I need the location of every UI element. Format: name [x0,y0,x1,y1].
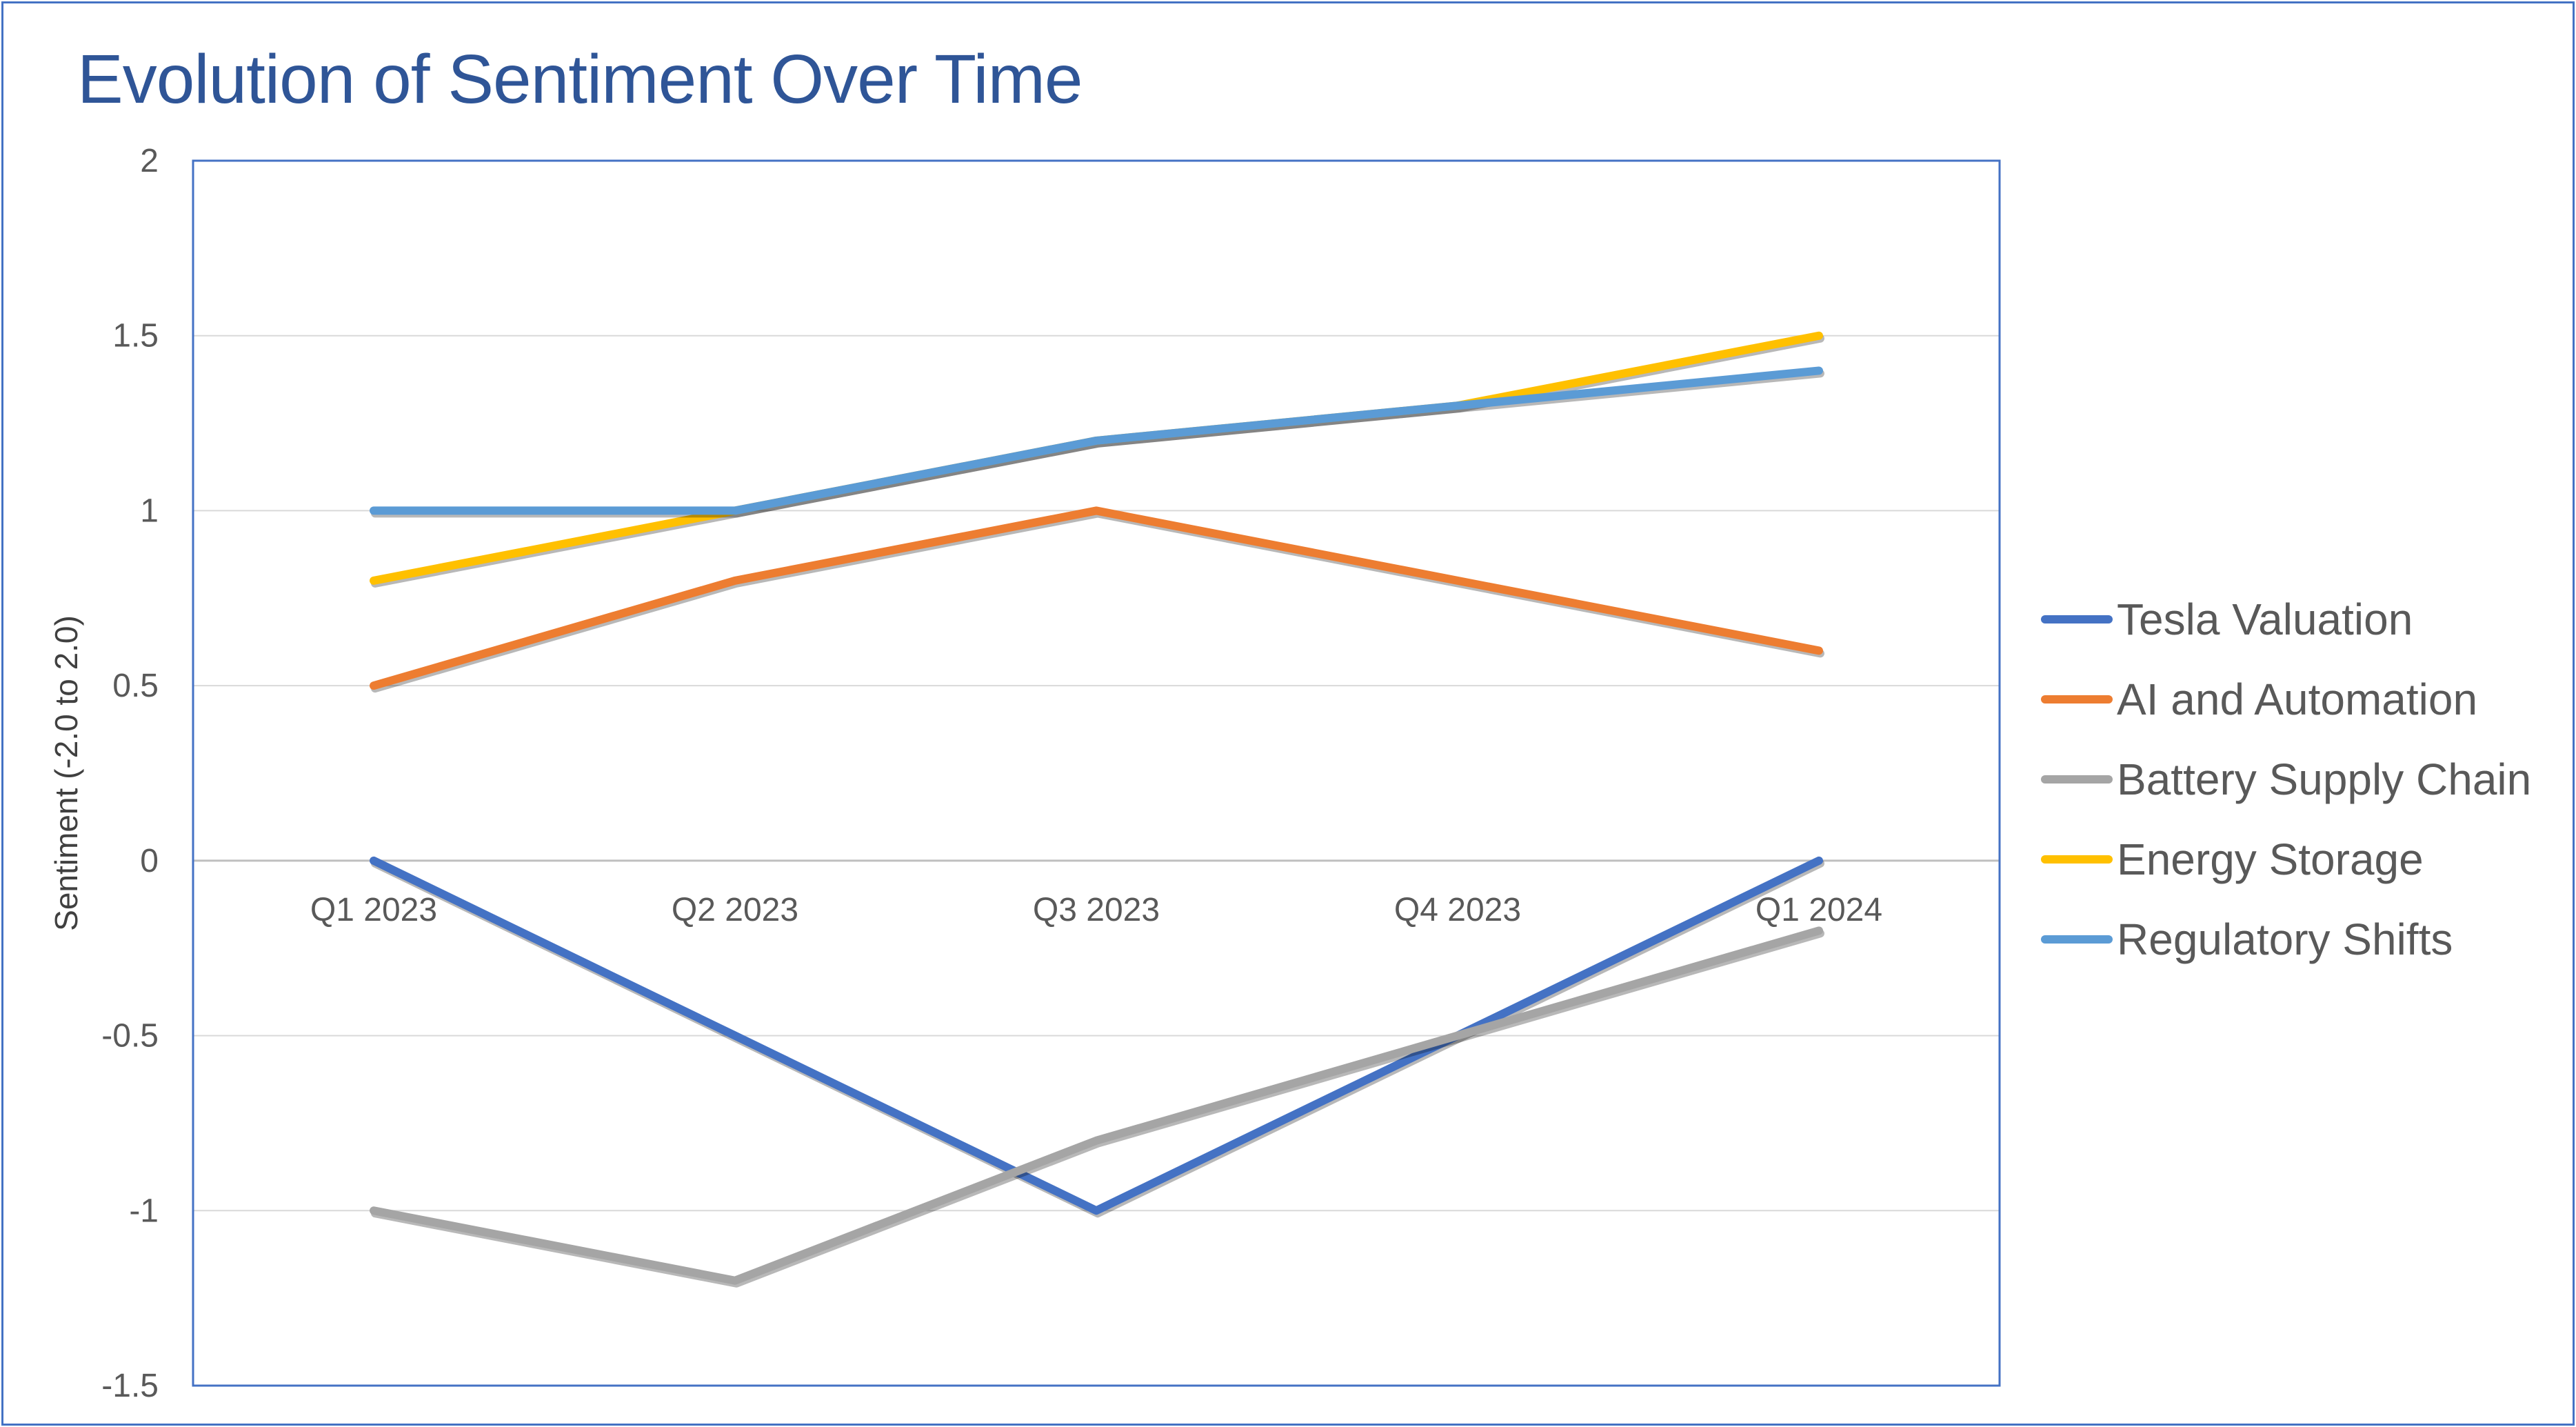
x-axis-ticks: Q1 2023 Q2 2023 Q3 2023 Q4 2023 Q1 2024 [310,892,1882,928]
legend-swatch [2041,615,2113,623]
legend: Tesla Valuation AI and Automation Battery … [2041,579,2531,979]
series-shadow-battery-supply-chain [371,929,1824,1288]
x-tick-label: Q2 2023 [672,892,798,928]
y-tick-label: -1 [129,1193,159,1229]
legend-item-regulatory-shifts: Regulatory Shifts [2041,899,2531,979]
x-tick-label: Q1 2024 [1755,892,1882,928]
series-line-ai-and-automation [370,506,1823,690]
gridlines [193,335,2000,1212]
legend-label: Tesla Valuation [2117,595,2413,644]
series-lines [370,331,1824,1288]
series-line-regulatory-shifts [370,366,1823,515]
legend-label: Battery Supply Chain [2117,755,2532,804]
legend-swatch [2041,695,2113,703]
series-line-tesla-valuation [370,856,1823,1215]
y-tick-label: 1.5 [112,318,159,355]
y-axis-ticks: 2 1.5 1 0.5 0 -0.5 -1 -1.5 [101,143,159,1404]
x-tick-label: Q1 2023 [310,892,437,928]
y-tick-label: 1 [140,492,159,529]
legend-swatch [2041,855,2113,864]
y-tick-label: 0.5 [112,668,159,704]
y-tick-label: 0 [140,843,159,879]
legend-label: AI and Automation [2117,675,2478,724]
chart-title: Evolution of Sentiment Over Time [77,41,1083,118]
y-axis-label: Sentiment (-2.0 to 2.0) [48,615,84,931]
plot-border [192,159,2001,1387]
y-tick-label: -1.5 [101,1368,159,1404]
legend-item-battery-supply-chain: Battery Supply Chain [2041,739,2531,819]
legend-item-energy-storage: Energy Storage [2041,819,2531,899]
legend-label: Energy Storage [2117,835,2424,884]
x-tick-label: Q4 2023 [1394,892,1521,928]
legend-swatch [2041,775,2113,784]
legend-item-ai-and-automation: AI and Automation [2041,659,2531,739]
y-tick-label: 2 [140,143,159,179]
legend-item-tesla-valuation: Tesla Valuation [2041,579,2531,659]
legend-swatch [2041,935,2113,944]
y-tick-label: -0.5 [101,1018,159,1055]
legend-label: Regulatory Shifts [2117,915,2453,964]
x-tick-label: Q3 2023 [1033,892,1160,928]
series-line-battery-supply-chain [370,926,1823,1285]
